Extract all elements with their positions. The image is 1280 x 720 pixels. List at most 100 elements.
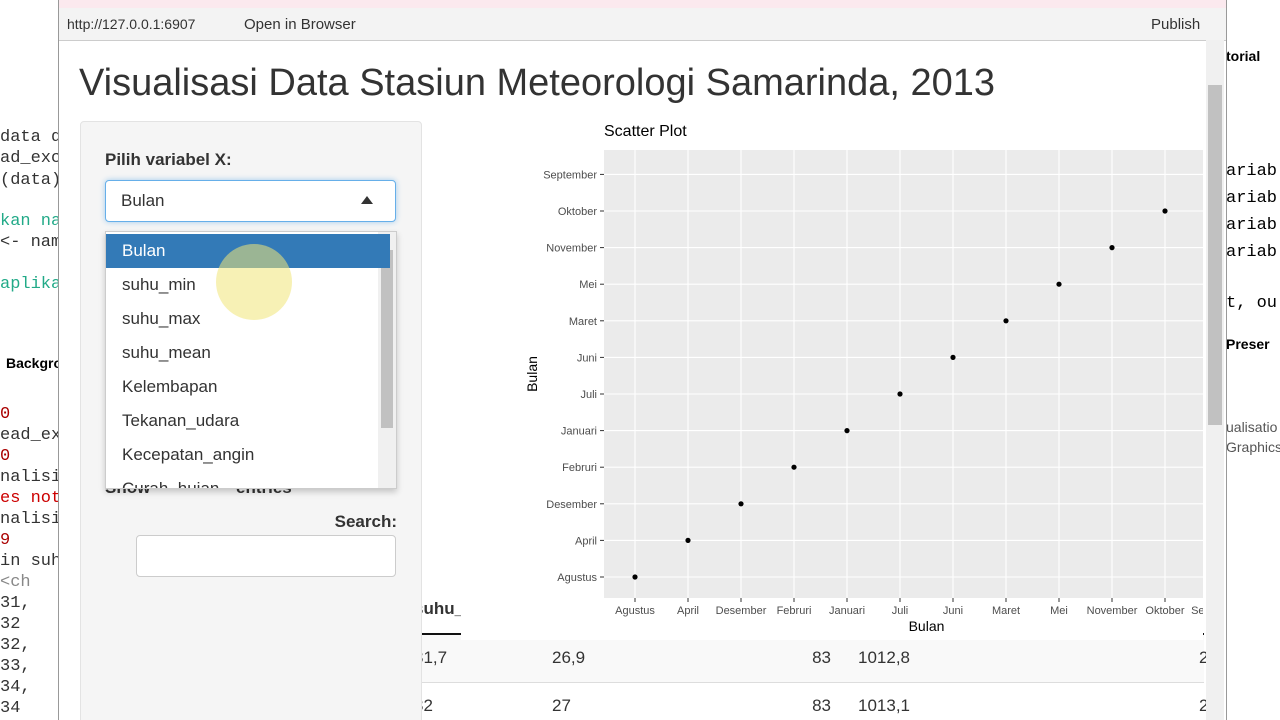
dropdown-option[interactable]: Curah_hujan xyxy=(122,479,220,489)
viewer-window: http://127.0.0.1:6907 Open in Browser Pu… xyxy=(58,0,1227,720)
publish[interactable]: Publish xyxy=(1151,16,1201,33)
y-tick-label: Juli xyxy=(580,389,597,401)
y-tick-label: April xyxy=(575,535,597,547)
code-fragment: Preser xyxy=(1226,336,1270,352)
open-in-browser[interactable]: Open in Browser xyxy=(244,16,356,33)
code-fragment: 0 xyxy=(0,405,11,424)
x-tick-label: Februri xyxy=(777,605,812,617)
page-scroll-thumb xyxy=(1208,85,1222,425)
table-cell: 2 xyxy=(1199,648,1209,667)
code-fragment: Graphics xyxy=(1226,439,1280,455)
dropdown-option[interactable]: suhu_mean xyxy=(122,343,211,362)
sidebar: Pilih variabel X: Bulan Show entries Sea… xyxy=(80,121,422,720)
ide-right-pane: torial ariab ariab ariab ariab t, ou Preser ual… xyxy=(1226,0,1280,720)
plot-panel xyxy=(604,150,1203,598)
point xyxy=(844,428,850,434)
y-tick-label: Juni xyxy=(577,352,597,364)
y-tick-label: Desember xyxy=(546,499,597,511)
code-fragment: 32 xyxy=(0,615,21,634)
x-tick-label: November xyxy=(1087,605,1138,617)
x-tick-label: April xyxy=(677,605,699,617)
code-fragment: (data) xyxy=(0,171,58,190)
table-cell: 1013,1 xyxy=(858,696,910,715)
dropdown-option[interactable]: Kecepatan_angin xyxy=(122,445,255,464)
code-fragment: torial xyxy=(1226,48,1261,64)
y-tick-label: Mei xyxy=(579,279,597,291)
point xyxy=(1056,281,1062,287)
dropdown-option[interactable]: Kelembapan xyxy=(122,377,218,396)
code-fragment: <- nam xyxy=(0,233,58,252)
y-tick-label: November xyxy=(546,243,597,255)
code-fragment: aplika xyxy=(0,275,58,294)
y-tick-label: Februri xyxy=(562,462,597,474)
code-fragment: 34, xyxy=(0,678,31,697)
code-fragment: 9 xyxy=(0,531,11,550)
page-scrollbar xyxy=(1206,40,1224,720)
x-tick-label: Desember xyxy=(716,605,767,617)
scatter-plot: Scatter Plot Agustus Agustus April April Dese… xyxy=(461,120,1203,640)
browser-bar: http://127.0.0.1:6907 Open in Browser Pu… xyxy=(59,8,1226,41)
code-fragment: 34 xyxy=(0,699,21,718)
column-header: suhu_ xyxy=(414,599,465,618)
select-value: Bulan xyxy=(121,191,165,210)
cursor-highlight xyxy=(216,244,292,320)
point xyxy=(1109,245,1115,251)
y-tick-label: Januari xyxy=(561,426,597,438)
code-fragment: 32, xyxy=(0,636,31,655)
y-tick-label: Oktober xyxy=(558,206,597,218)
point xyxy=(632,574,638,580)
x-tick-label: Juli xyxy=(892,605,909,617)
code-fragment: 33, xyxy=(0,657,31,676)
plot-title: Scatter Plot xyxy=(604,123,687,140)
search-input[interactable] xyxy=(136,535,396,577)
url[interactable]: http://127.0.0.1:6907 xyxy=(67,16,196,32)
code-fragment: data da xyxy=(0,128,58,147)
table-cell: 83 xyxy=(812,696,831,715)
caret xyxy=(361,196,373,204)
select-label: Pilih variabel X: xyxy=(105,150,232,169)
code-fragment: nalisi xyxy=(0,510,58,529)
point xyxy=(685,537,691,543)
x-tick-label: Mei xyxy=(1050,605,1068,617)
table-cell: 2 xyxy=(1199,696,1209,715)
table-cell: 26,9 xyxy=(552,648,586,667)
code-fragment: ariab xyxy=(1226,243,1278,262)
code-fragment: <ch xyxy=(0,573,31,592)
point xyxy=(1003,318,1009,324)
code-fragment: ariab xyxy=(1226,162,1278,181)
table-cell: 83 xyxy=(812,648,831,667)
point xyxy=(791,464,797,470)
dropdown-option[interactable]: suhu_max xyxy=(122,309,201,328)
code-fragment: ariab xyxy=(1226,189,1278,208)
code-fragment: ariab xyxy=(1226,216,1278,235)
ide-left-pane: data da ad_exc (data) kan nam <- nam aplika Ba… xyxy=(0,0,58,720)
point xyxy=(738,501,744,507)
dropdown-option[interactable]: suhu_min xyxy=(122,275,196,294)
pane-tab: Backgro xyxy=(6,355,58,371)
point xyxy=(897,391,903,397)
code-fragment: ualisatio xyxy=(1226,419,1278,435)
dropdown-scrollbar xyxy=(378,232,396,488)
x-tick-label: Agustus xyxy=(615,605,655,617)
point xyxy=(1162,208,1168,214)
select-box[interactable]: Bulan xyxy=(105,180,396,222)
code-fragment: in suh xyxy=(0,552,58,571)
code-fragment: nalisi xyxy=(0,468,58,487)
scroll-thumb xyxy=(381,250,393,428)
table-cell: 31,7 xyxy=(414,648,448,667)
top-strip xyxy=(59,0,1226,8)
code-fragment: 31, xyxy=(0,594,31,613)
x-tick-label: Juni xyxy=(943,605,963,617)
dropdown-option[interactable]: Tekanan_udara xyxy=(122,411,240,430)
y-tick-label: Agustus xyxy=(557,572,597,584)
search-label: Search: xyxy=(334,512,397,531)
y-tick-label: September xyxy=(543,169,597,181)
table-cell: 1012,8 xyxy=(858,648,910,667)
y-tick-label: Maret xyxy=(569,316,597,328)
x-tick-label: Oktober xyxy=(1145,605,1184,617)
x-tick-label: Maret xyxy=(992,605,1020,617)
code-fragment: kan nam xyxy=(0,212,58,231)
x-axis-label: Bulan xyxy=(909,618,945,634)
code-fragment: 0 xyxy=(0,447,11,466)
